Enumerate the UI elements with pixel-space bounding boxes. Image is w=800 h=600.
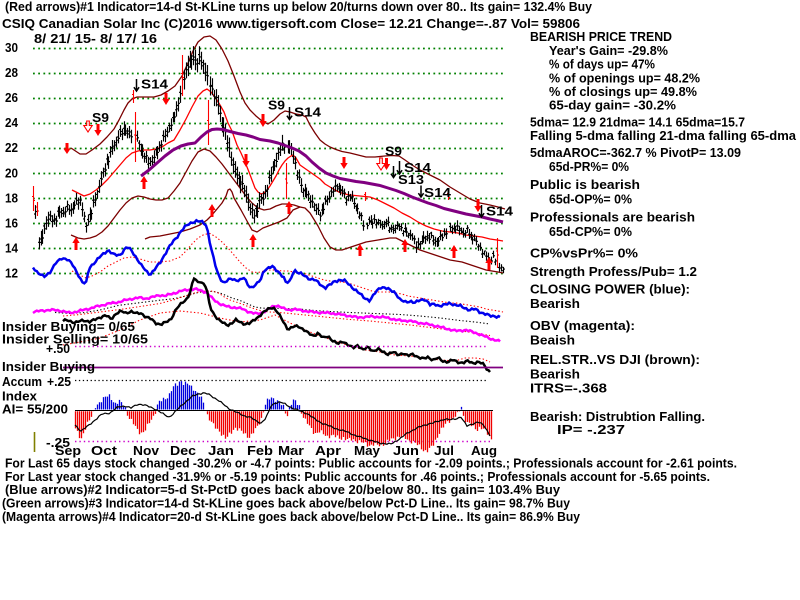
svg-text:S14: S14 <box>424 185 452 200</box>
svg-text:20: 20 <box>5 165 18 180</box>
svg-text:26: 26 <box>5 90 18 105</box>
svg-text:CSIQ Canadian Solar Inc (C): CSIQ Canadian Solar Inc (C)2016 www.tige… <box>2 16 580 31</box>
svg-text:(Magenta arrows)#4 Indicator=2: (Magenta arrows)#4 Indicator=20-d St-KLi… <box>2 509 581 524</box>
svg-text:28: 28 <box>5 65 18 80</box>
svg-text:24: 24 <box>5 115 19 130</box>
svg-text:% of days up= 47%: % of days up= 47% <box>549 56 655 71</box>
svg-text:S14: S14 <box>404 160 432 175</box>
svg-text:+.50: +.50 <box>46 341 70 356</box>
svg-text:% of closings up= 49.8%: % of closings up= 49.8% <box>549 84 697 99</box>
svg-text:12: 12 <box>5 266 18 281</box>
svg-text:Mar: Mar <box>278 443 304 458</box>
svg-text:S13: S13 <box>398 172 424 187</box>
svg-text:Insider Buying= 0/65: Insider Buying= 0/65 <box>2 319 135 334</box>
svg-text:30: 30 <box>5 40 18 55</box>
svg-text:BEARISH PRICE TREND: BEARISH PRICE TREND <box>530 29 672 44</box>
svg-text:16: 16 <box>5 216 18 231</box>
svg-text:CP%vsPr%= 0%: CP%vsPr%= 0% <box>530 245 638 260</box>
svg-text:(Green arrows)#3 Indicator=14-: (Green arrows)#3 Indicator=14-d St-KLine… <box>2 495 571 510</box>
svg-text:Dec: Dec <box>170 443 196 458</box>
svg-text:% of openings up= 48.2%: % of openings up= 48.2% <box>549 70 700 85</box>
svg-text:OBV (magenta):: OBV (magenta): <box>530 318 635 333</box>
svg-text:(Red arrows)#1 Indicator=14-d: (Red arrows)#1 Indicator=14-d St-KLine t… <box>5 0 593 14</box>
svg-text:5dma= 12.9 21dma= 14.1 65dma=1: 5dma= 12.9 21dma= 14.1 65dma=15.7 <box>530 114 745 129</box>
svg-text:For Last 65 days stock changed: For Last 65 days stock changed -30.2% or… <box>5 455 737 470</box>
svg-text:Professionals are bearish: Professionals are bearish <box>530 209 695 224</box>
svg-text:65d-PR%= 0%: 65d-PR%= 0% <box>549 159 629 174</box>
svg-text:(Blue arrows)#2 Indicator=5-d: (Blue arrows)#2 Indicator=5-d St-PctD go… <box>5 482 561 497</box>
svg-text:Accum: Accum <box>2 374 42 389</box>
svg-text:May: May <box>354 443 381 458</box>
svg-text:5dmaAROC=-362.7 % PivotP= 13.: 5dmaAROC=-362.7 % PivotP= 13.09 <box>530 145 741 160</box>
svg-text:REL.STR..VS DJI (brown):: REL.STR..VS DJI (brown): <box>530 352 700 367</box>
svg-text:Bearish: Bearish <box>530 366 580 381</box>
svg-text:14: 14 <box>5 241 19 256</box>
svg-text:Jan: Jan <box>208 443 234 458</box>
svg-text:Public is bearish: Public is bearish <box>530 177 640 192</box>
svg-text:S9: S9 <box>92 110 109 125</box>
svg-text:65-day gain= -30.2%: 65-day gain= -30.2% <box>549 97 676 112</box>
svg-text:Insider Selling= 10/65: Insider Selling= 10/65 <box>2 331 148 346</box>
svg-text:For Last year stock changed -3: For Last year stock changed -31.9% or -5… <box>5 469 710 484</box>
svg-text:65d-CP%= 0%: 65d-CP%= 0% <box>549 224 632 239</box>
svg-text:Nov: Nov <box>133 443 160 458</box>
svg-text:Sep: Sep <box>55 443 81 458</box>
svg-text:+.25: +.25 <box>47 374 71 389</box>
svg-text:Bearish: Bearish <box>530 296 580 311</box>
svg-text:Insider Buying: Insider Buying <box>2 359 95 374</box>
svg-text:S14: S14 <box>141 76 169 91</box>
svg-text:Beaish: Beaish <box>530 332 575 347</box>
svg-text:Strength Profess/Pub= 1.2: Strength Profess/Pub= 1.2 <box>530 264 697 279</box>
svg-text:Feb: Feb <box>247 443 273 458</box>
svg-text:Oct: Oct <box>91 443 118 458</box>
svg-text:Jul: Jul <box>434 443 454 458</box>
svg-text:Aug: Aug <box>471 443 497 458</box>
svg-text:-.25: -.25 <box>46 435 70 450</box>
svg-text:18: 18 <box>5 190 18 205</box>
svg-text:Jun: Jun <box>393 443 419 458</box>
svg-text:65d-OP%= 0%: 65d-OP%= 0% <box>549 191 632 206</box>
svg-text:AI= 55/200: AI= 55/200 <box>2 401 68 416</box>
svg-text:Apr: Apr <box>315 443 341 458</box>
svg-text:Falling 5-dma falling 21-dma f: Falling 5-dma falling 21-dma falling 65-… <box>530 128 797 143</box>
svg-text:22: 22 <box>5 140 18 155</box>
svg-text:S9: S9 <box>385 143 402 158</box>
svg-text:S14: S14 <box>486 203 514 218</box>
svg-text:S9: S9 <box>268 97 285 112</box>
svg-text:S14: S14 <box>294 104 322 119</box>
svg-text:Bearish: Distrubtion Falling.: Bearish: Distrubtion Falling. <box>530 409 705 424</box>
svg-text:Index: Index <box>2 388 38 403</box>
svg-text:IP= -.237: IP= -.237 <box>557 422 625 437</box>
svg-text:ITRS=-.368: ITRS=-.368 <box>530 380 607 395</box>
svg-text:CLOSING POWER (blue):: CLOSING POWER (blue): <box>530 281 690 296</box>
svg-text:8/ 21/ 15- 8/ 17/ 16: 8/ 21/ 15- 8/ 17/ 16 <box>34 31 157 46</box>
svg-text:Year's Gain= -29.8%: Year's Gain= -29.8% <box>549 43 668 58</box>
